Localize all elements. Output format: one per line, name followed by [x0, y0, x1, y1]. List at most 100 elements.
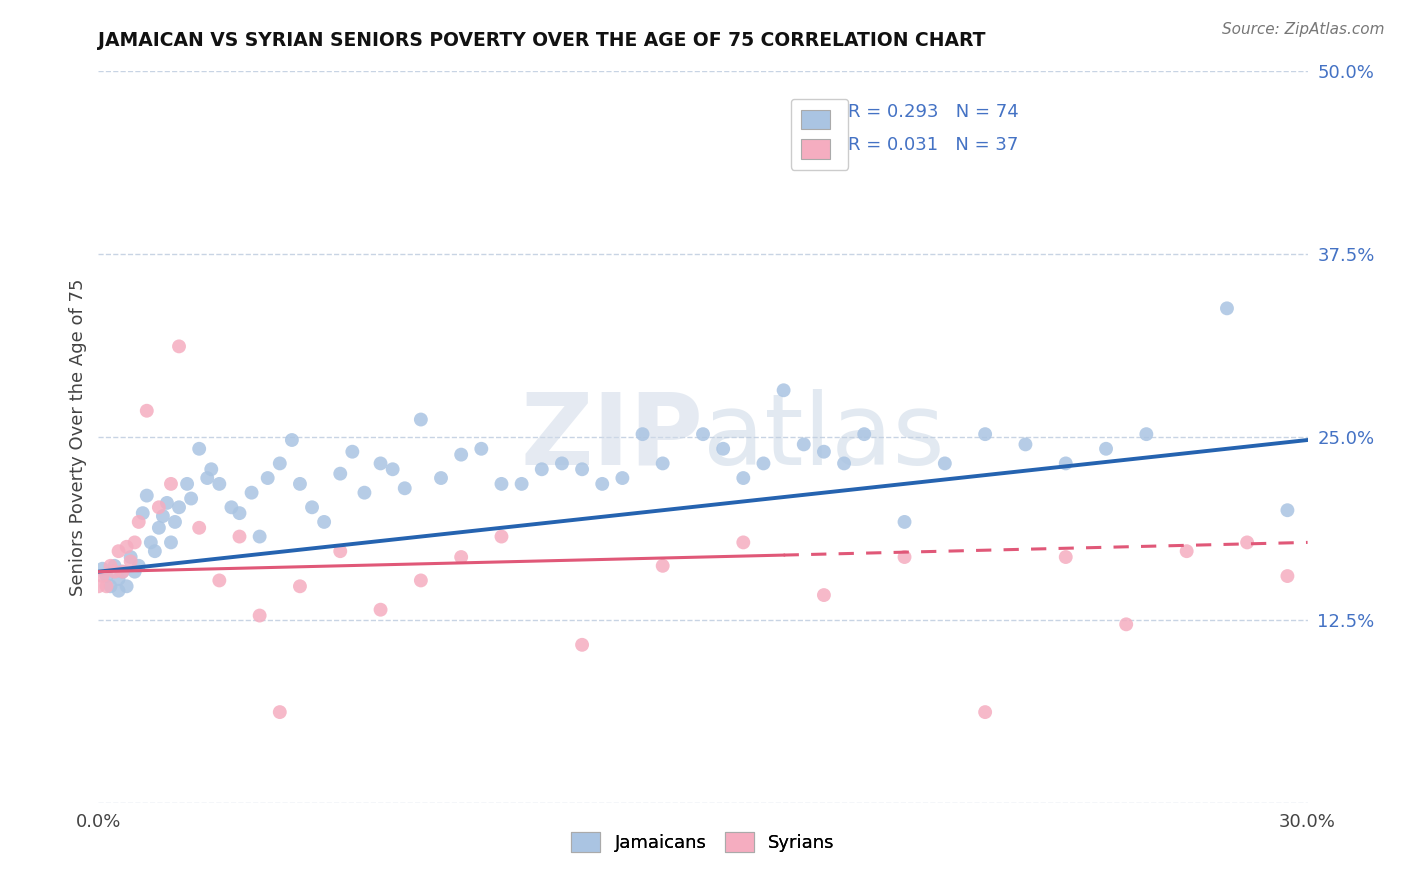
Point: [329, 544, 352, 558]
Point: [1236, 535, 1258, 549]
Point: [974, 427, 997, 442]
Point: [135, 489, 157, 503]
Point: [571, 638, 593, 652]
Point: [120, 554, 142, 568]
Point: [591, 476, 613, 491]
Point: [111, 565, 134, 579]
Point: [208, 574, 231, 588]
Point: [342, 444, 364, 458]
Point: [200, 462, 222, 476]
Point: [813, 588, 835, 602]
Point: [111, 565, 134, 579]
Point: [1216, 301, 1239, 316]
Point: [96, 569, 118, 583]
Text: JAMAICAN VS SYRIAN SENIORS POVERTY OVER THE AGE OF 75 CORRELATION CHART: JAMAICAN VS SYRIAN SENIORS POVERTY OVER …: [98, 31, 986, 50]
Point: [180, 491, 202, 506]
Point: [510, 476, 533, 491]
Point: [124, 535, 146, 549]
Point: [188, 442, 211, 456]
Point: [103, 565, 125, 579]
Point: [128, 515, 150, 529]
Point: [733, 471, 755, 485]
Point: [167, 339, 190, 353]
Legend: Jamaicans, Syrians: Jamaicans, Syrians: [564, 825, 842, 860]
Point: [1277, 569, 1299, 583]
Point: [195, 471, 218, 485]
Point: [148, 500, 170, 515]
Point: [752, 457, 775, 471]
Text: atlas: atlas: [703, 389, 945, 485]
Point: [733, 535, 755, 549]
Point: [152, 509, 174, 524]
Point: [249, 608, 271, 623]
Point: [269, 705, 291, 719]
Point: [139, 535, 162, 549]
Point: [813, 444, 835, 458]
Text: R = 0.031   N = 37: R = 0.031 N = 37: [848, 136, 1018, 153]
Point: [1054, 549, 1077, 564]
Point: [631, 427, 654, 442]
Point: [148, 521, 170, 535]
Point: [381, 462, 404, 476]
Point: [1115, 617, 1137, 632]
Point: [853, 427, 876, 442]
Point: [281, 433, 304, 447]
Point: [1175, 544, 1198, 558]
Point: [1014, 437, 1036, 451]
Point: [143, 544, 166, 558]
Point: [188, 521, 211, 535]
Point: [91, 562, 114, 576]
Point: [832, 457, 855, 471]
Point: [288, 476, 311, 491]
Point: [409, 574, 432, 588]
Point: [370, 457, 392, 471]
Point: [450, 448, 472, 462]
Point: [115, 579, 138, 593]
Point: [301, 500, 323, 515]
Point: [103, 558, 125, 573]
Point: [329, 467, 352, 481]
Point: [100, 579, 122, 593]
Point: [1095, 442, 1118, 456]
Point: [228, 530, 250, 544]
Point: [240, 485, 263, 500]
Point: [612, 471, 634, 485]
Point: [893, 549, 915, 564]
Point: [87, 579, 110, 593]
Point: [100, 558, 122, 573]
Point: [160, 476, 183, 491]
Point: [551, 457, 574, 471]
Point: [160, 535, 183, 549]
Point: [132, 506, 155, 520]
Y-axis label: Seniors Poverty Over the Age of 75: Seniors Poverty Over the Age of 75: [69, 278, 87, 596]
Point: [163, 515, 186, 529]
Point: [353, 485, 375, 500]
Point: [651, 457, 673, 471]
Point: [370, 603, 392, 617]
Point: [107, 544, 129, 558]
Point: [120, 549, 142, 564]
Point: [135, 403, 157, 417]
Point: [176, 476, 198, 491]
Point: [793, 437, 815, 451]
Point: [156, 496, 179, 510]
Point: [470, 442, 492, 456]
Point: [893, 515, 915, 529]
Point: [394, 481, 416, 495]
Point: [974, 705, 997, 719]
Point: [228, 506, 250, 520]
Point: [409, 412, 432, 426]
Text: ZIP: ZIP: [520, 389, 703, 485]
Point: [208, 476, 231, 491]
Point: [314, 515, 336, 529]
Point: [571, 462, 593, 476]
Point: [221, 500, 243, 515]
Point: [107, 583, 129, 598]
Point: [128, 558, 150, 573]
Point: [491, 476, 513, 491]
Point: [124, 565, 146, 579]
Point: [269, 457, 291, 471]
Point: [249, 530, 271, 544]
Point: [711, 442, 734, 456]
Point: [1054, 457, 1077, 471]
